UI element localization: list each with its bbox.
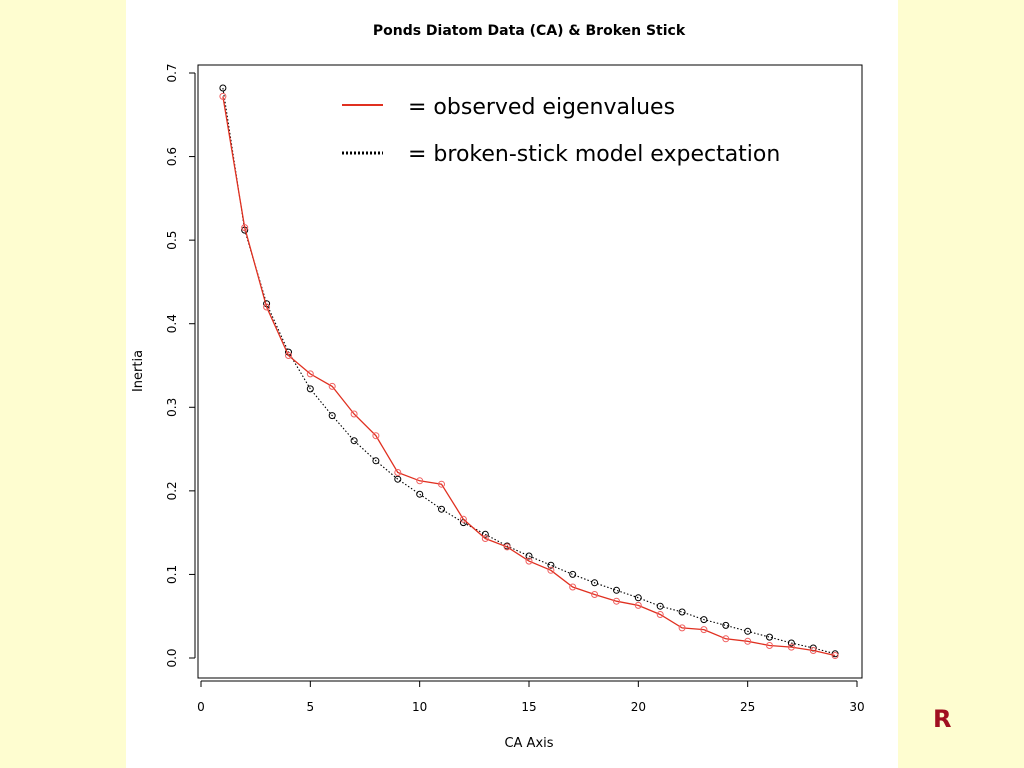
series-observed-point	[503, 543, 511, 551]
series-observed-point	[547, 566, 555, 574]
series-observed-point	[787, 643, 795, 651]
chart-title: Ponds Diatom Data (CA) & Broken Stick	[373, 23, 686, 39]
y-tick-label: 0.3	[165, 398, 179, 417]
series-brokenstick-point	[766, 633, 773, 641]
series-brokenstick-line	[222, 87, 836, 655]
legend-observed-label: = observed eigenvalues	[408, 95, 675, 120]
series-brokenstick-point	[613, 586, 620, 594]
series-observed-point	[831, 652, 839, 659]
series-brokenstick-point	[219, 84, 227, 92]
y-tick-label: 0.6	[165, 147, 179, 166]
series-observed-point	[722, 635, 730, 643]
x-tick-label: 0	[197, 700, 205, 714]
x-tick-label: 10	[412, 700, 427, 714]
series-observed-point	[634, 601, 642, 609]
series-observed-point	[285, 352, 292, 359]
series-observed-point	[219, 92, 227, 100]
x-tick-label: 20	[631, 700, 646, 714]
x-tick-label: 5	[307, 700, 315, 714]
y-tick-label: 0.2	[165, 481, 179, 500]
series-brokenstick-point	[372, 457, 380, 465]
series-brokenstick-point	[569, 570, 577, 578]
series-observed-point	[372, 432, 380, 440]
series-observed-point	[438, 480, 445, 488]
series-brokenstick-point	[416, 490, 424, 498]
r-logo: R	[933, 705, 952, 733]
series-observed-point	[525, 557, 533, 565]
series-observed-point	[481, 535, 489, 542]
y-tick-label: 0.0	[165, 648, 179, 667]
series-observed-point	[613, 597, 620, 605]
y-axis-label: Inertia	[131, 350, 146, 392]
series-brokenstick-point	[394, 475, 402, 483]
series-observed-point	[350, 410, 358, 418]
series-observed-point	[459, 515, 467, 523]
series-observed-point	[416, 477, 424, 485]
y-tick-label: 0.7	[165, 63, 179, 82]
plot-frame	[197, 64, 863, 679]
series-brokenstick-point	[481, 530, 489, 538]
series-brokenstick-point	[787, 639, 795, 647]
series-brokenstick-point	[591, 579, 599, 587]
series-observed-point	[656, 611, 664, 618]
series-brokenstick-point	[547, 561, 555, 569]
series-brokenstick-point	[634, 594, 642, 602]
series-observed-point	[328, 382, 336, 390]
series-observed-point	[700, 626, 708, 634]
series-layer	[219, 84, 839, 659]
series-observed-point	[809, 647, 817, 654]
series-observed-point	[394, 469, 402, 476]
x-tick-label: 30	[849, 700, 864, 714]
legend: = observed eigenvalues = broken-stick mo…	[342, 95, 780, 167]
plot-panel: Ponds Diatom Data (CA) & Broken Stick CA…	[126, 0, 898, 768]
x-axis: 0 5 10 15 20 25 30	[197, 680, 865, 714]
y-tick-label: 0.1	[165, 565, 179, 584]
series-brokenstick-point	[744, 627, 752, 635]
series-observed-point	[263, 303, 271, 311]
series-brokenstick-point	[700, 616, 708, 624]
x-tick-label: 25	[740, 700, 755, 714]
series-observed-point	[241, 224, 249, 232]
y-axis: 0.0 0.1 0.2 0.3 0.4 0.5 0.6 0.7	[165, 63, 196, 668]
series-observed-point	[569, 583, 577, 591]
series-brokenstick-point	[678, 608, 686, 616]
y-tick-label: 0.4	[165, 314, 179, 333]
series-observed-point	[744, 637, 752, 645]
series-observed-line	[222, 96, 836, 657]
x-axis-label: CA Axis	[504, 736, 553, 751]
series-brokenstick-point	[722, 621, 730, 629]
series-brokenstick-point	[306, 385, 314, 393]
chart: Ponds Diatom Data (CA) & Broken Stick CA…	[131, 23, 865, 751]
series-observed-point	[678, 624, 686, 632]
series-brokenstick-point	[656, 602, 664, 610]
series-brokenstick-point	[525, 552, 533, 560]
y-tick-label: 0.5	[165, 231, 179, 250]
series-observed-point	[591, 591, 599, 598]
series-brokenstick-point	[328, 412, 336, 420]
series-brokenstick-point	[438, 505, 445, 513]
series-brokenstick-point	[350, 437, 358, 445]
series-observed-point	[766, 642, 773, 649]
x-tick-label: 15	[521, 700, 536, 714]
legend-brokenstick-label: = broken-stick model expectation	[408, 142, 780, 167]
series-observed-point	[306, 370, 314, 378]
